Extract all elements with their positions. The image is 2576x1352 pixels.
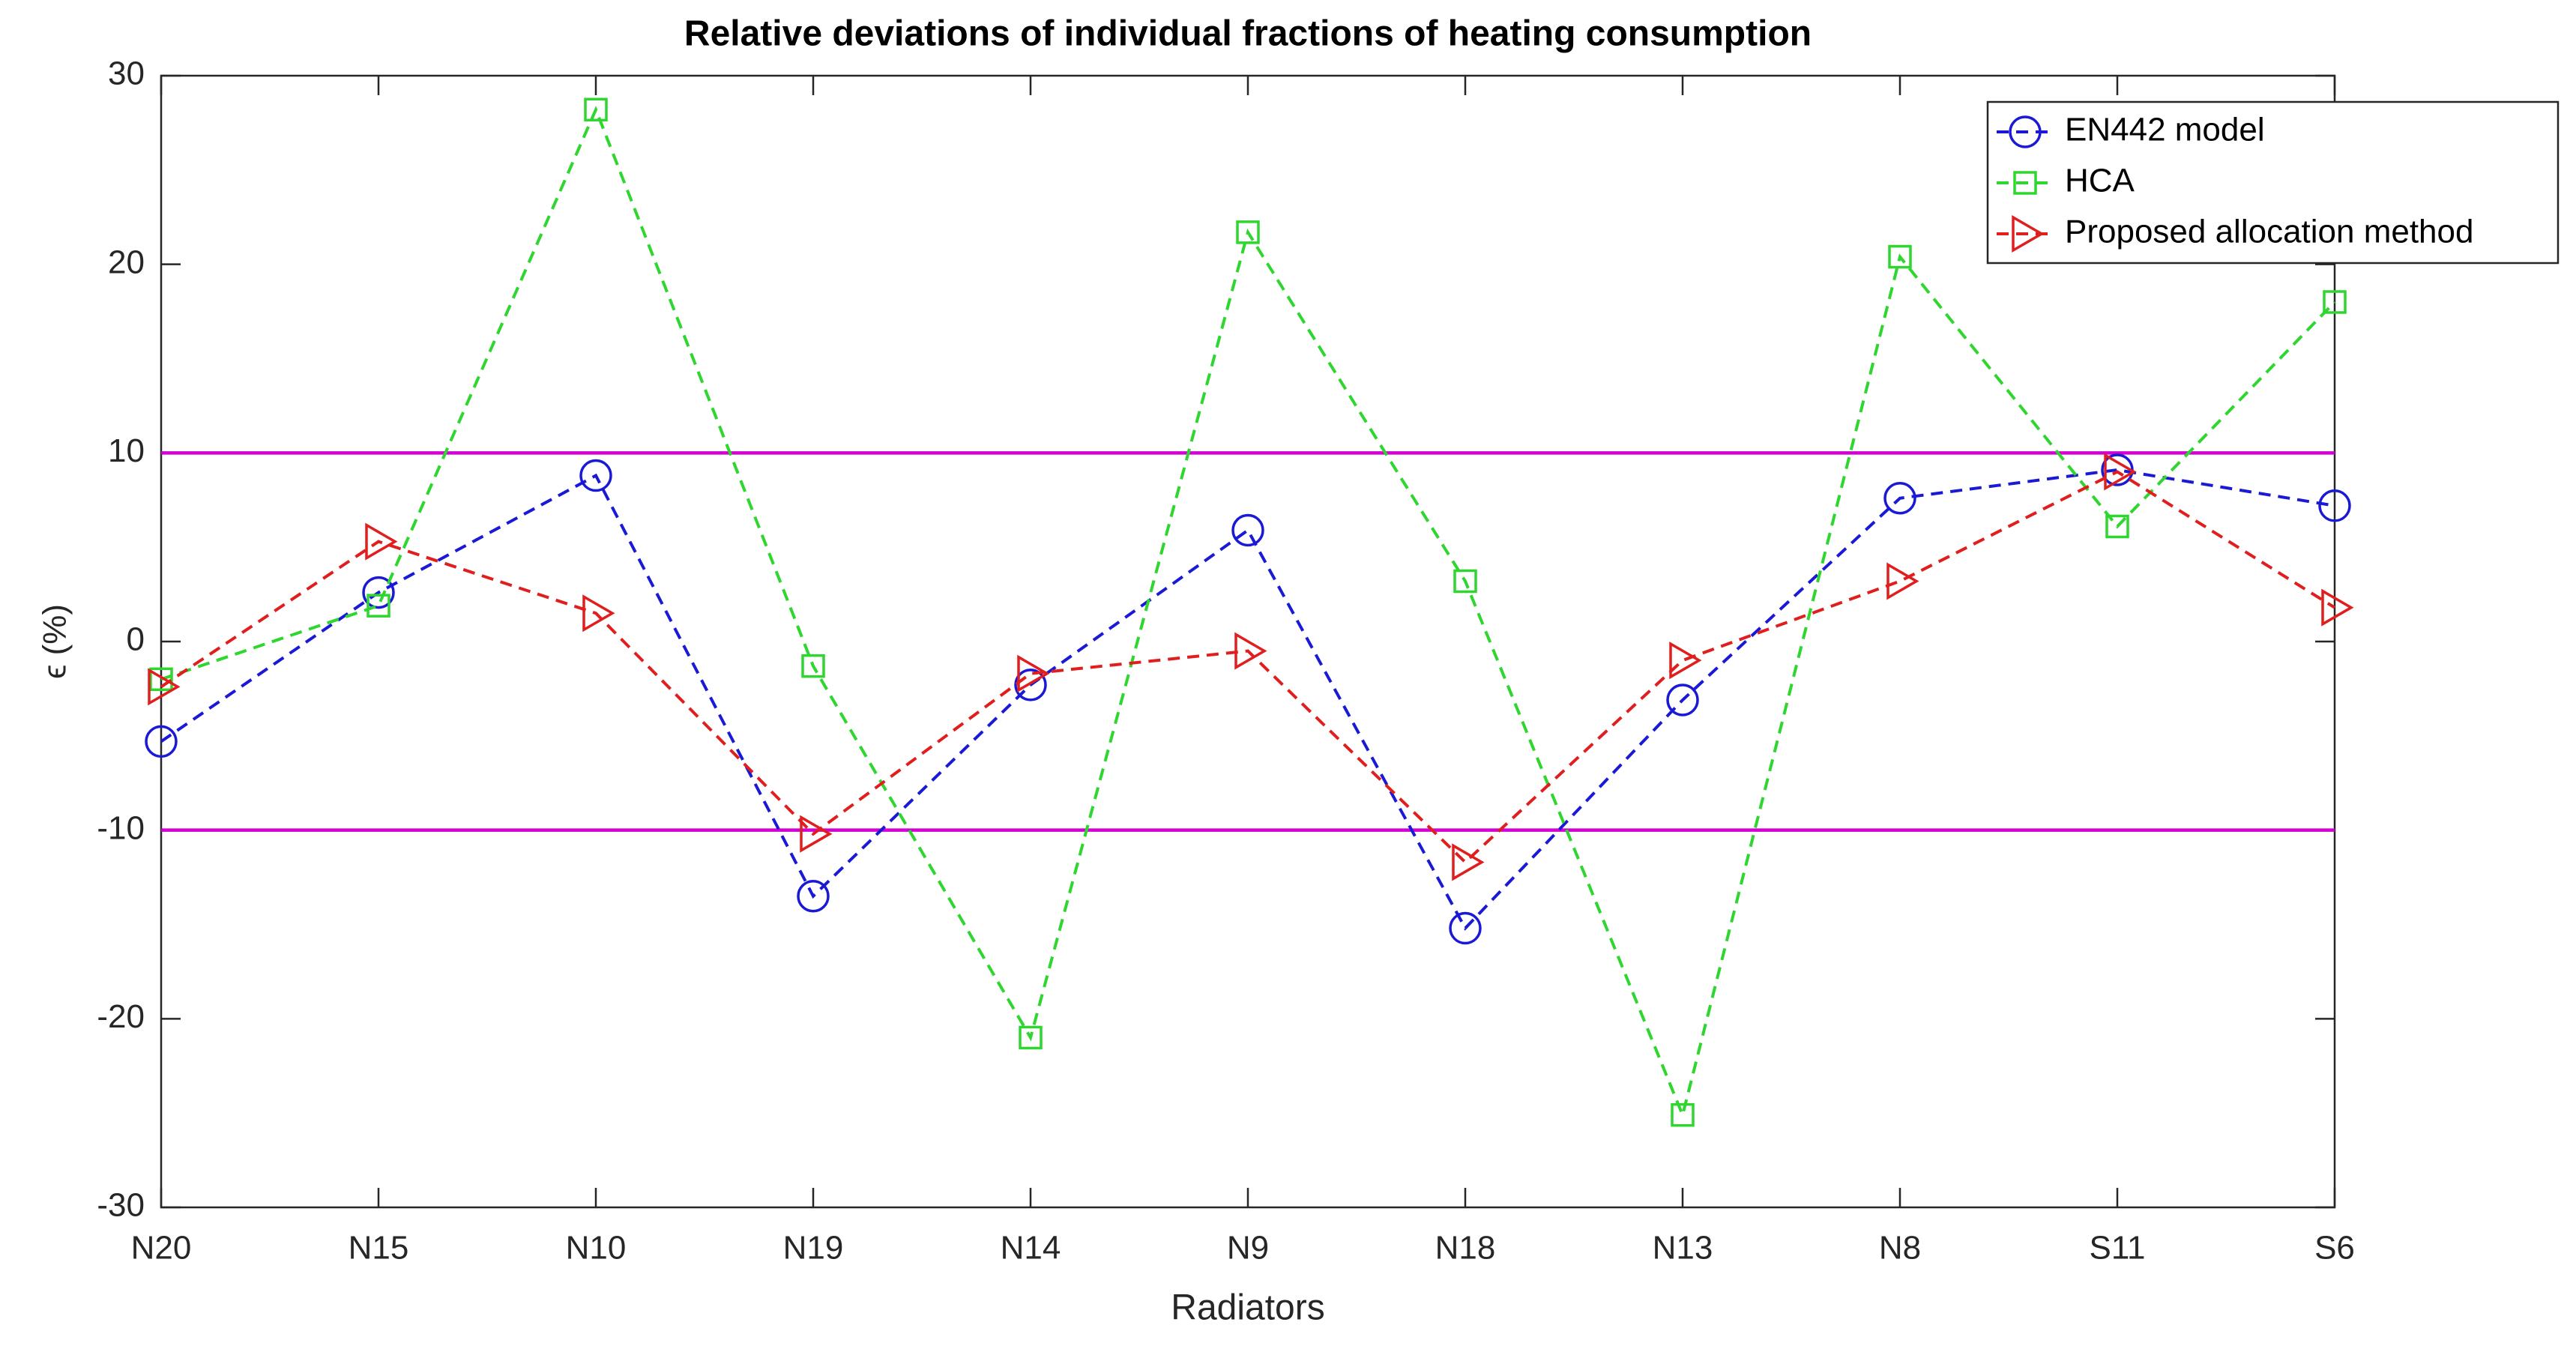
x-tick-label: N9 [1227, 1230, 1269, 1267]
series-line [160, 470, 2336, 865]
marker [1449, 911, 1482, 945]
y-tick-label: 30 [108, 55, 145, 92]
marker [1886, 562, 1919, 600]
x-tick-label: N10 [566, 1230, 627, 1267]
marker [1666, 683, 1699, 716]
y-tick-label: 20 [108, 244, 145, 280]
y-tick-label: -30 [97, 1187, 145, 1224]
marker [2105, 514, 2129, 539]
y-axis-label: ϵ (%) [37, 604, 73, 679]
x-tick-label: N18 [1435, 1230, 1496, 1267]
x-tick-label: N20 [131, 1230, 192, 1267]
marker [145, 725, 178, 758]
series-line [160, 106, 2336, 1120]
marker [1883, 481, 1916, 515]
marker [2009, 115, 2042, 148]
x-tick-label: S6 [2314, 1230, 2355, 1267]
y-tick-label: -20 [97, 998, 145, 1035]
x-tick-label: N15 [349, 1230, 409, 1267]
marker [1014, 669, 1047, 701]
x-tick-label: N8 [1879, 1230, 1921, 1267]
x-tick-label: S11 [2089, 1230, 2145, 1267]
marker [1017, 654, 1050, 692]
marker [148, 668, 181, 706]
marker [1019, 1025, 1043, 1050]
legend-box [1986, 100, 2560, 265]
marker [1234, 632, 1267, 670]
marker [582, 594, 615, 633]
marker [1453, 569, 1477, 594]
marker [1671, 1102, 1695, 1127]
marker [2323, 290, 2347, 314]
marker [2013, 171, 2037, 195]
marker [149, 667, 173, 692]
marker [2104, 453, 2137, 491]
marker [2012, 214, 2045, 253]
marker [367, 594, 390, 618]
x-tick-label: N13 [1653, 1230, 1713, 1267]
y-tick-label: -10 [97, 809, 145, 846]
legend-label: Proposed allocation method [2065, 214, 2473, 250]
legend-label: EN442 model [2065, 112, 2265, 148]
series-line [160, 468, 2335, 931]
marker [1231, 513, 1264, 547]
marker [365, 522, 398, 561]
x-tick-label: N14 [1001, 1230, 1061, 1267]
marker [1669, 642, 1702, 680]
marker [801, 654, 825, 678]
marker [1452, 843, 1485, 881]
marker [362, 576, 395, 609]
marker [1236, 220, 1260, 244]
chart-title: Relative deviations of individual fracti… [684, 14, 1812, 54]
y-tick-label: 0 [127, 621, 145, 658]
marker [797, 880, 830, 913]
y-tick-label: 10 [108, 432, 145, 469]
marker [584, 97, 608, 122]
marker [2318, 489, 2351, 522]
x-tick-label: N19 [783, 1230, 844, 1267]
marker [1888, 244, 1912, 269]
marker [2321, 588, 2354, 627]
marker [579, 459, 612, 492]
x-axis-label: Radiators [1171, 1288, 1324, 1328]
marker [800, 815, 833, 853]
legend-label: HCA [2065, 163, 2135, 199]
